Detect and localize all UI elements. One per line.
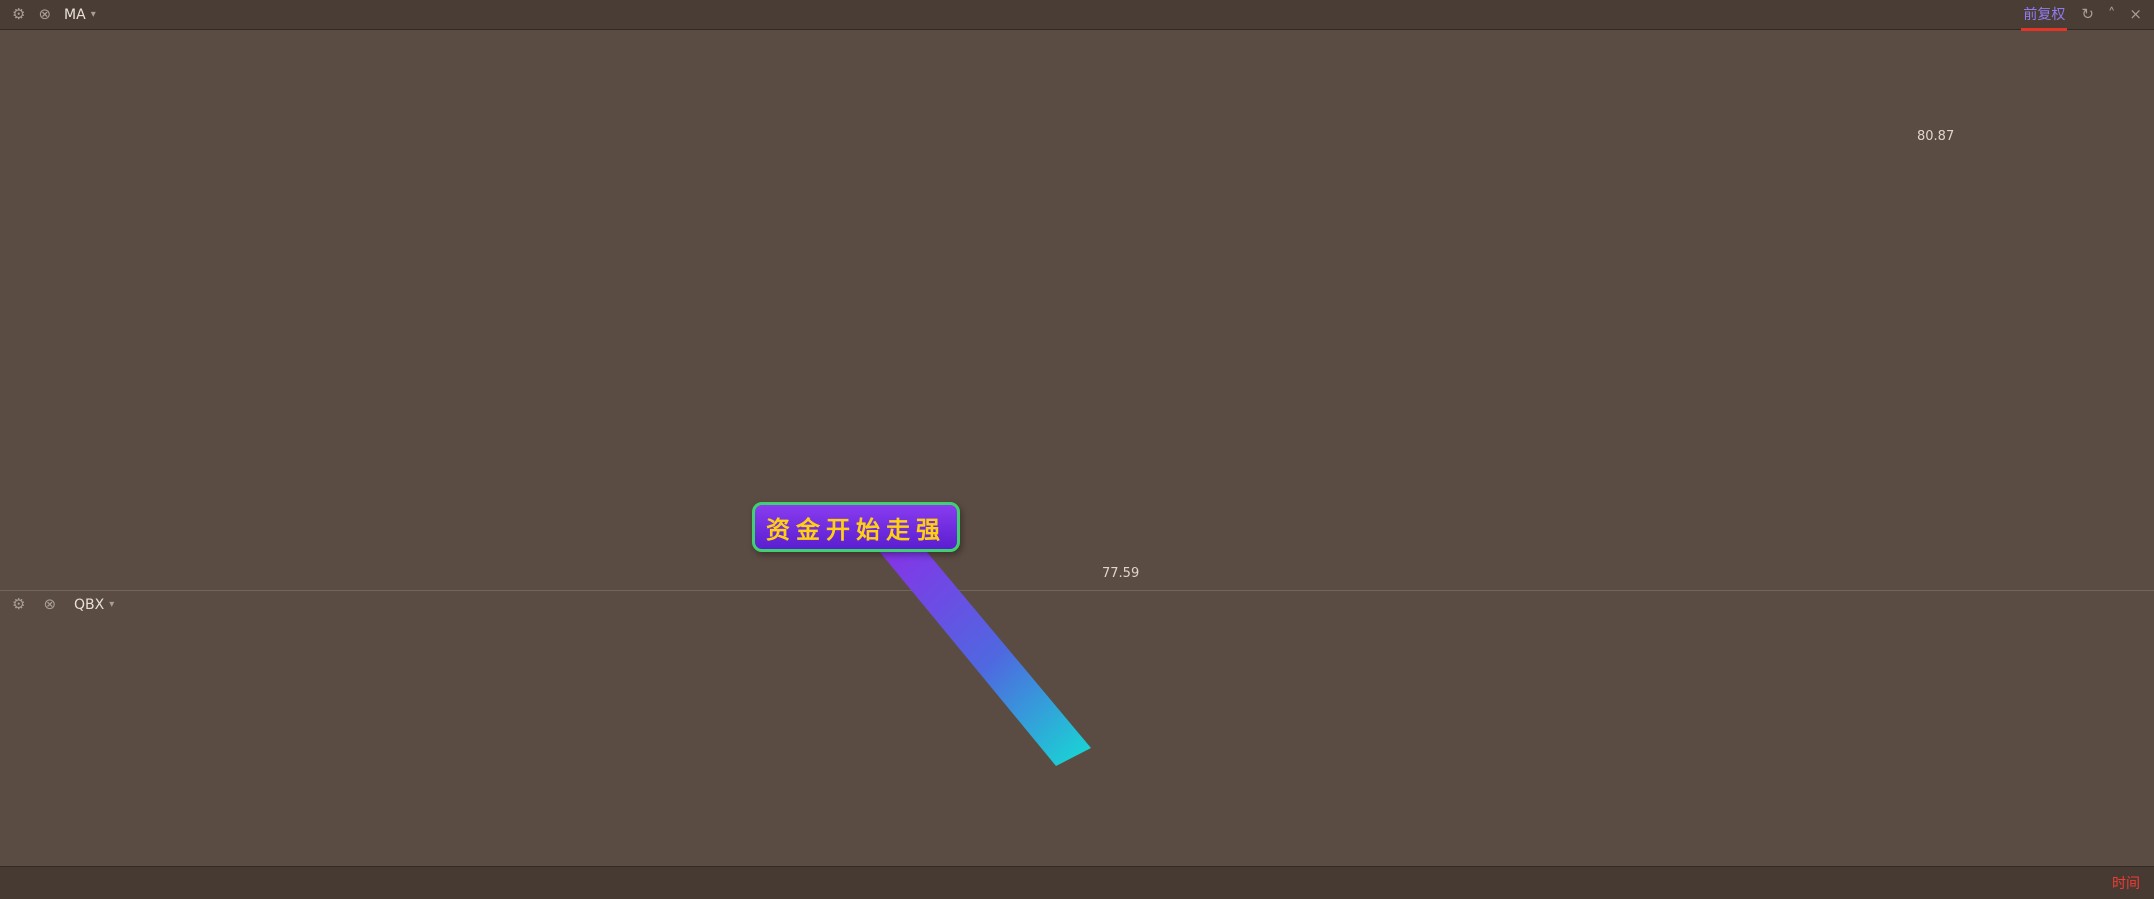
gear-icon[interactable]: ⚙ <box>12 5 26 23</box>
main-price-chart[interactable] <box>66 34 366 184</box>
time-tab[interactable]: 时间 <box>2112 876 2140 892</box>
collapse-icon[interactable]: ˄ <box>2107 5 2116 23</box>
gear-icon[interactable]: ⚙ <box>12 595 26 613</box>
indicator-selector-label: MA <box>64 6 86 23</box>
indicator-toolbar: ⚙ ⊗ MA ▾ 前复权 ↻ ˄ × <box>0 0 2154 31</box>
sub-indicator-toolbar: ⚙ ⊗ QBX ▾ <box>0 590 2154 618</box>
sub-indicator-selector[interactable]: QBX ▾ <box>74 597 114 613</box>
chevron-down-icon: ▾ <box>109 599 115 610</box>
fund-strength-callout: 资金开始走强 <box>752 502 960 552</box>
circle-close-icon[interactable]: ⊗ <box>43 595 57 613</box>
circle-close-icon[interactable]: ⊗ <box>38 5 52 23</box>
adjust-mode-button[interactable]: 前复权 <box>2021 0 2068 31</box>
volume-flow-chart[interactable] <box>66 620 366 770</box>
low-price-annotation: 77.59 <box>1102 566 1140 581</box>
indicator-selector[interactable]: MA ▾ <box>64 7 96 23</box>
topbar-right-controls: 前复权 ↻ ˄ × <box>2021 0 2142 31</box>
high-price-annotation: 80.87 <box>1917 129 1955 144</box>
sub-indicator-label: QBX <box>74 596 105 613</box>
close-icon[interactable]: × <box>2129 5 2142 23</box>
indicator-tab-bar: 时间 <box>0 866 2154 899</box>
refresh-icon[interactable]: ↻ <box>2081 5 2094 23</box>
chevron-down-icon: ▾ <box>90 9 96 20</box>
callout-arrow <box>874 539 1091 766</box>
